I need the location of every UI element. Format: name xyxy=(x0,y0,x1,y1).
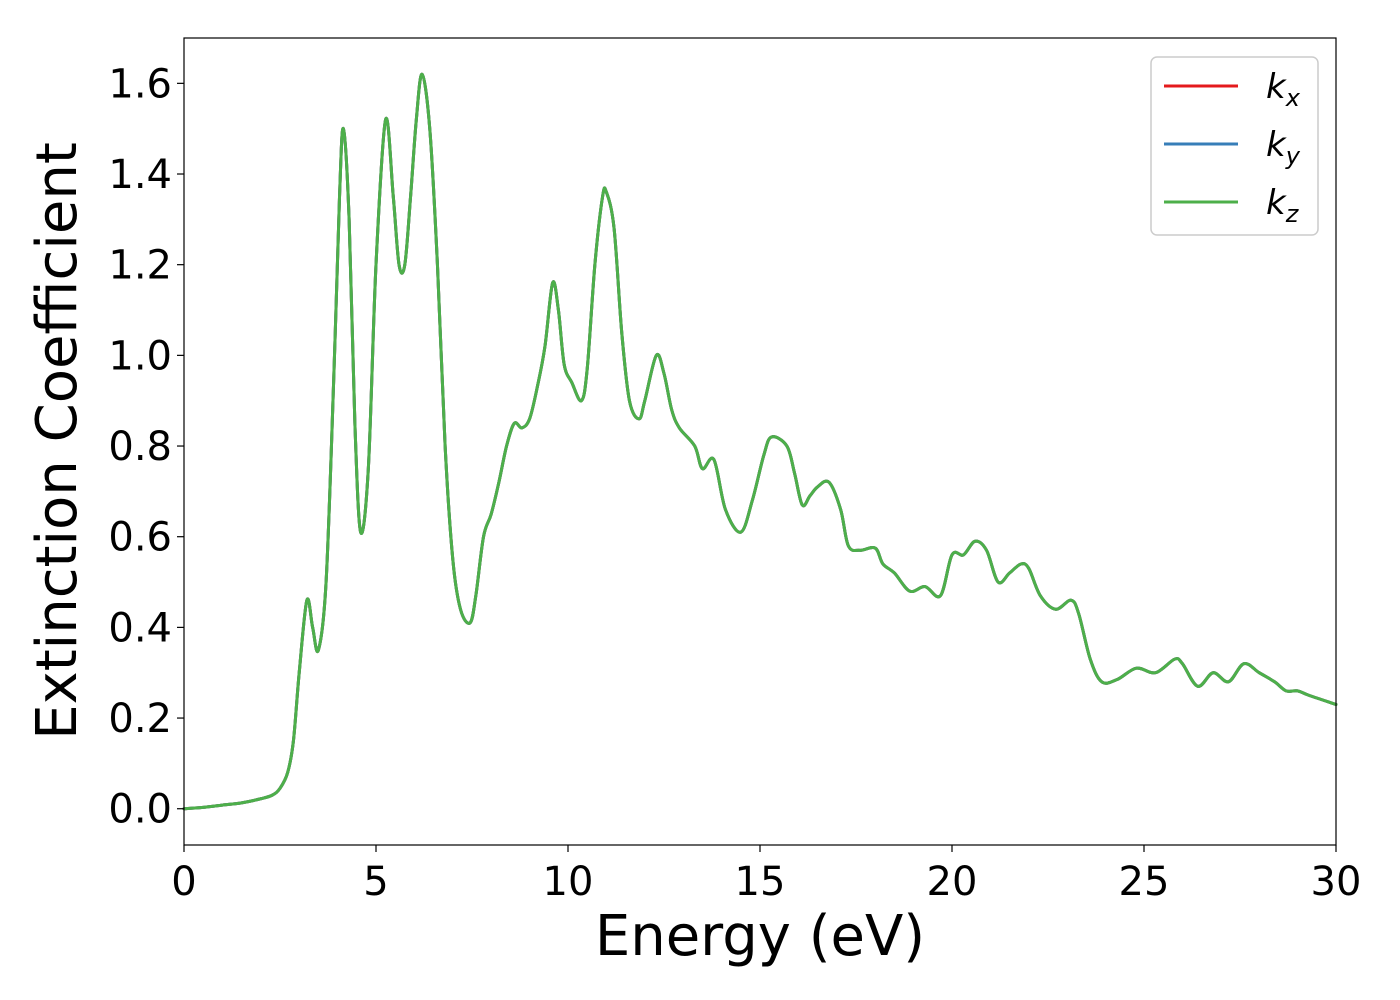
legend-box xyxy=(1150,56,1319,236)
x-tick-label: 0 xyxy=(171,859,196,905)
y-tick-label: 1.6 xyxy=(108,61,172,107)
y-tick-label: 0.6 xyxy=(108,515,172,561)
y-axis-title: Extinction Coefficient xyxy=(25,142,90,740)
x-tick-label: 15 xyxy=(735,859,786,905)
legend-label-x: kx xyxy=(1266,67,1301,112)
series-line-z xyxy=(182,72,1338,811)
y-tick-label: 1.4 xyxy=(108,152,172,198)
x-tick-label: 30 xyxy=(1311,859,1362,905)
x-axis-ticks: 0 5 10 15 20 25 30 xyxy=(171,845,1361,905)
legend-label-y: ky xyxy=(1266,125,1301,170)
x-tick-label: 25 xyxy=(1119,859,1170,905)
legend-label-z: kz xyxy=(1266,183,1300,228)
legend: kx ky kz xyxy=(1150,56,1319,236)
series-layer xyxy=(182,72,1338,811)
x-tick-label: 20 xyxy=(927,859,978,905)
y-tick-label: 1.2 xyxy=(108,243,172,289)
y-tick-label: 0.0 xyxy=(108,787,172,833)
y-tick-label: 0.4 xyxy=(108,605,172,651)
y-tick-label: 1.0 xyxy=(108,333,172,379)
x-axis-title: Energy (eV) xyxy=(595,904,925,969)
x-tick-label: 5 xyxy=(363,859,388,905)
x-tick-label: 10 xyxy=(543,859,594,905)
y-axis-ticks: 0.0 0.2 0.4 0.6 0.8 1.0 1.2 1.4 1.6 xyxy=(108,61,184,833)
y-tick-label: 0.8 xyxy=(108,424,172,470)
y-tick-label: 0.2 xyxy=(108,696,172,742)
